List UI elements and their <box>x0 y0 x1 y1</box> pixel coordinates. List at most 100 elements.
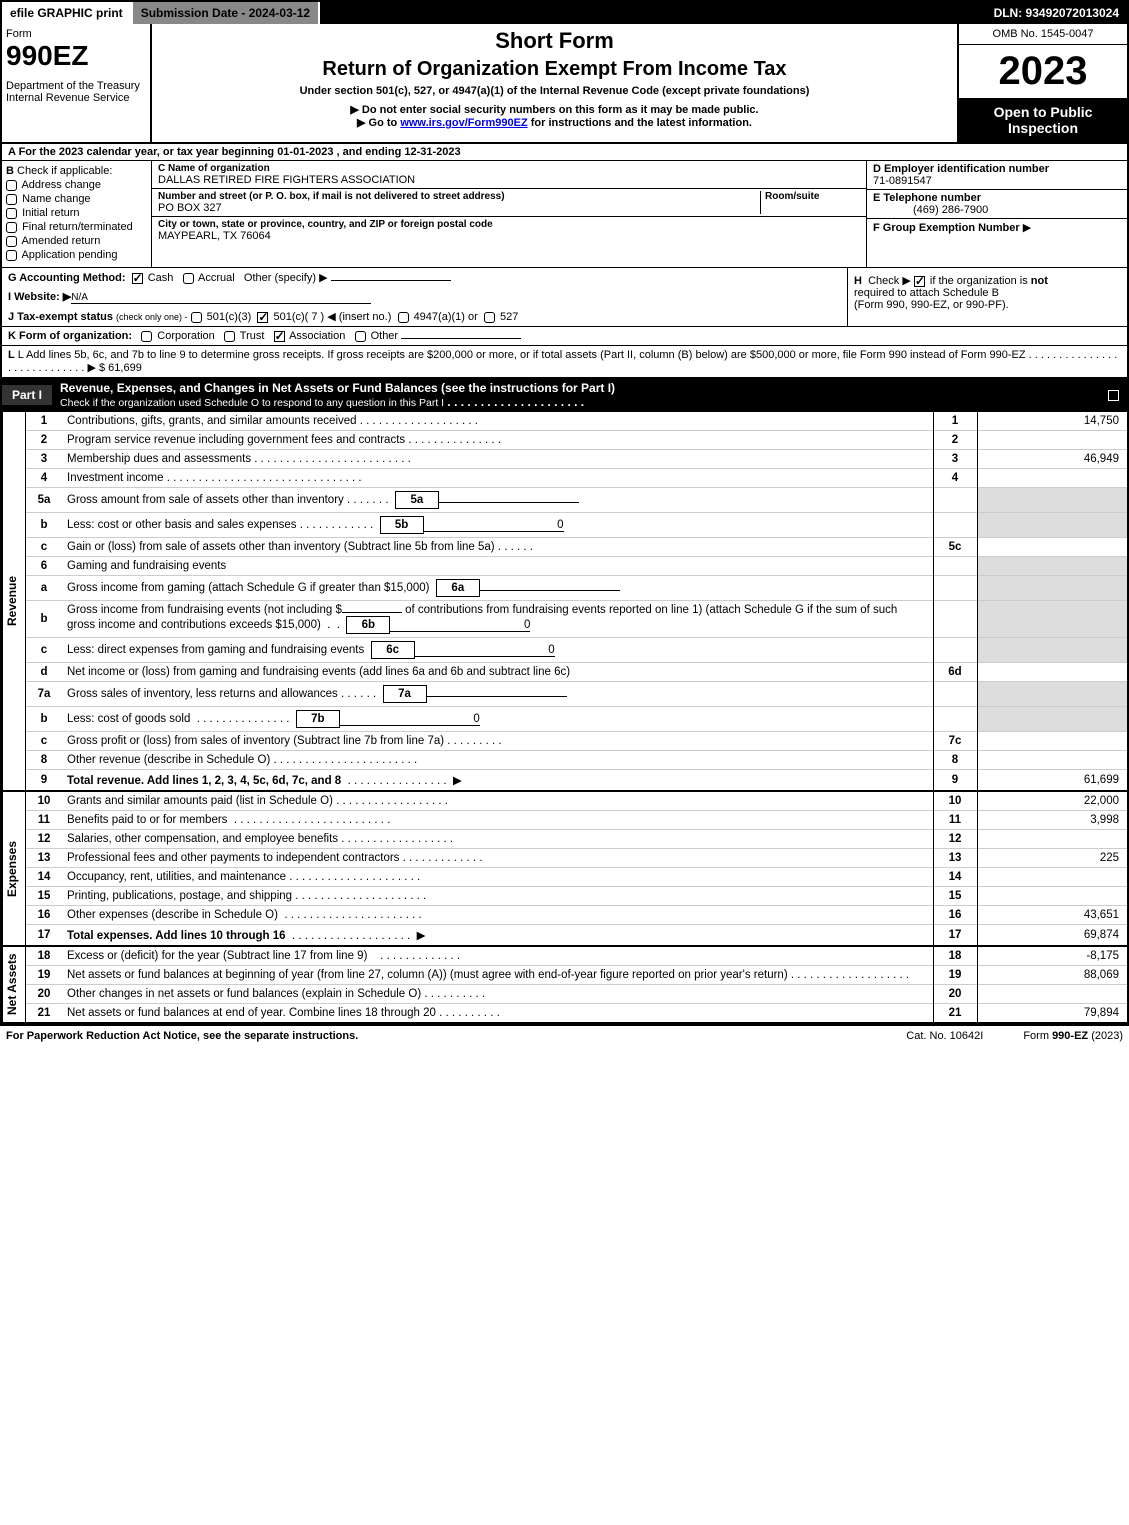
form-number: 990EZ <box>6 40 146 72</box>
c-city-label: City or town, state or province, country… <box>158 219 860 230</box>
row-i: I Website: ▶N/A <box>2 287 847 307</box>
amt-8 <box>977 751 1127 770</box>
cb-schedule-o[interactable] <box>1108 390 1119 401</box>
amt-14 <box>977 868 1127 887</box>
under-section: Under section 501(c), 527, or 4947(a)(1)… <box>160 85 949 97</box>
amt-16: 43,651 <box>977 906 1127 925</box>
row-l: L L Add lines 5b, 6c, and 7b to line 9 t… <box>2 346 1127 378</box>
row-h: H Check ▶ if the organization is not req… <box>847 268 1127 326</box>
revenue-table: 1Contributions, gifts, grants, and simil… <box>26 412 1127 790</box>
header-right: OMB No. 1545-0047 2023 Open to Public In… <box>957 24 1127 142</box>
expenses-section: Expenses 10Grants and similar amounts pa… <box>2 790 1127 945</box>
section-bcdef: B Check if applicable: Address change Na… <box>2 161 1127 268</box>
paperwork-notice: For Paperwork Reduction Act Notice, see … <box>6 1030 866 1042</box>
gross-receipts: 61,699 <box>108 362 142 374</box>
top-bar: efile GRAPHIC print Submission Date - 20… <box>2 2 1127 24</box>
cb-527[interactable] <box>484 312 495 323</box>
short-form-title: Short Form <box>160 28 949 54</box>
amt-1: 14,750 <box>977 412 1127 431</box>
website: N/A <box>71 292 371 304</box>
dept-treasury: Department of the Treasury Internal Reve… <box>6 80 146 104</box>
amt-13: 225 <box>977 849 1127 868</box>
street: PO BOX 327 <box>158 202 760 214</box>
part-i-label: Part I <box>2 385 52 405</box>
col-b: B Check if applicable: Address change Na… <box>2 161 152 267</box>
col-c: C Name of organization DALLAS RETIRED FI… <box>152 161 867 267</box>
amt-9: 61,699 <box>977 770 1127 791</box>
form-label: Form <box>6 28 146 40</box>
city: MAYPEARL, TX 76064 <box>158 230 860 242</box>
cb-h[interactable] <box>914 276 925 287</box>
col-def: D Employer identification number 71-0891… <box>867 161 1127 267</box>
room-label: Room/suite <box>765 191 860 202</box>
irs-link[interactable]: www.irs.gov/Form990EZ <box>400 117 527 129</box>
net-assets-side-label: Net Assets <box>2 947 21 1022</box>
amt-5c <box>977 538 1127 557</box>
ein: 71-0891547 <box>873 175 932 187</box>
amt-3: 46,949 <box>977 450 1127 469</box>
expenses-side-label: Expenses <box>2 792 21 945</box>
cb-initial-return[interactable] <box>6 208 17 219</box>
footer: For Paperwork Reduction Act Notice, see … <box>0 1024 1129 1046</box>
goto-note: ▶ Go to www.irs.gov/Form990EZ for instru… <box>160 116 949 129</box>
cb-name-change[interactable] <box>6 194 17 205</box>
form-container: efile GRAPHIC print Submission Date - 20… <box>0 0 1129 1024</box>
amt-11: 3,998 <box>977 811 1127 830</box>
cb-assoc[interactable] <box>274 331 285 342</box>
cb-cash[interactable] <box>132 273 143 284</box>
amt-12 <box>977 830 1127 849</box>
cb-final-return[interactable] <box>6 222 17 233</box>
amt-19: 88,069 <box>977 966 1127 985</box>
c-street-label: Number and street (or P. O. box, if mail… <box>158 191 760 202</box>
revenue-section: Revenue 1Contributions, gifts, grants, a… <box>2 412 1127 790</box>
dln: DLN: 93492072013024 <box>986 2 1127 24</box>
amt-17: 69,874 <box>977 925 1127 946</box>
header-center: Short Form Return of Organization Exempt… <box>152 24 957 142</box>
cat-no: Cat. No. 10642I <box>906 1030 983 1042</box>
net-assets-table: 18Excess or (deficit) for the year (Subt… <box>26 947 1127 1022</box>
revenue-side-label: Revenue <box>2 412 21 790</box>
part-i-header: Part I Revenue, Expenses, and Changes in… <box>2 378 1127 412</box>
c-name-label: C Name of organization <box>158 163 860 174</box>
cb-4947[interactable] <box>398 312 409 323</box>
org-name: DALLAS RETIRED FIRE FIGHTERS ASSOCIATION <box>158 174 860 186</box>
amt-2 <box>977 431 1127 450</box>
other-method-input[interactable] <box>331 280 451 281</box>
amt-7c <box>977 732 1127 751</box>
cb-app-pending[interactable] <box>6 250 17 261</box>
cb-trust[interactable] <box>224 331 235 342</box>
row-k: K Form of organization: Corporation Trus… <box>2 327 1127 346</box>
cb-501c[interactable] <box>257 312 268 323</box>
amt-21: 79,894 <box>977 1004 1127 1023</box>
header-left: Form 990EZ Department of the Treasury In… <box>2 24 152 142</box>
omb-number: OMB No. 1545-0047 <box>959 24 1127 45</box>
cb-other-org[interactable] <box>355 331 366 342</box>
d-label: D Employer identification number <box>873 163 1049 175</box>
main-title: Return of Organization Exempt From Incom… <box>160 58 949 81</box>
row-a: A For the 2023 calendar year, or tax yea… <box>2 144 1127 161</box>
row-g: G Accounting Method: Cash Accrual Other … <box>2 268 847 287</box>
form-ref: Form 990-EZ (2023) <box>1023 1030 1123 1042</box>
cb-amended[interactable] <box>6 236 17 247</box>
amt-4 <box>977 469 1127 488</box>
other-org-input[interactable] <box>401 338 521 339</box>
cb-501c3[interactable] <box>191 312 202 323</box>
f-label: F Group Exemption Number <box>873 222 1020 234</box>
cb-address-change[interactable] <box>6 180 17 191</box>
part-i-title: Revenue, Expenses, and Changes in Net As… <box>60 381 615 395</box>
ssn-note: ▶ Do not enter social security numbers o… <box>160 103 949 116</box>
amt-15 <box>977 887 1127 906</box>
amt-18: -8,175 <box>977 947 1127 966</box>
amt-20 <box>977 985 1127 1004</box>
submission-date: Submission Date - 2024-03-12 <box>133 2 320 24</box>
cb-accrual[interactable] <box>183 273 194 284</box>
tax-year: 2023 <box>959 45 1127 98</box>
cb-corp[interactable] <box>141 331 152 342</box>
f-arrow: ▶ <box>1023 222 1031 234</box>
form-header: Form 990EZ Department of the Treasury In… <box>2 24 1127 144</box>
amt-6d <box>977 663 1127 682</box>
open-inspection: Open to Public Inspection <box>959 98 1127 142</box>
efile-label: efile GRAPHIC print <box>2 2 133 24</box>
e-label: E Telephone number <box>873 192 981 204</box>
net-assets-section: Net Assets 18Excess or (deficit) for the… <box>2 945 1127 1022</box>
